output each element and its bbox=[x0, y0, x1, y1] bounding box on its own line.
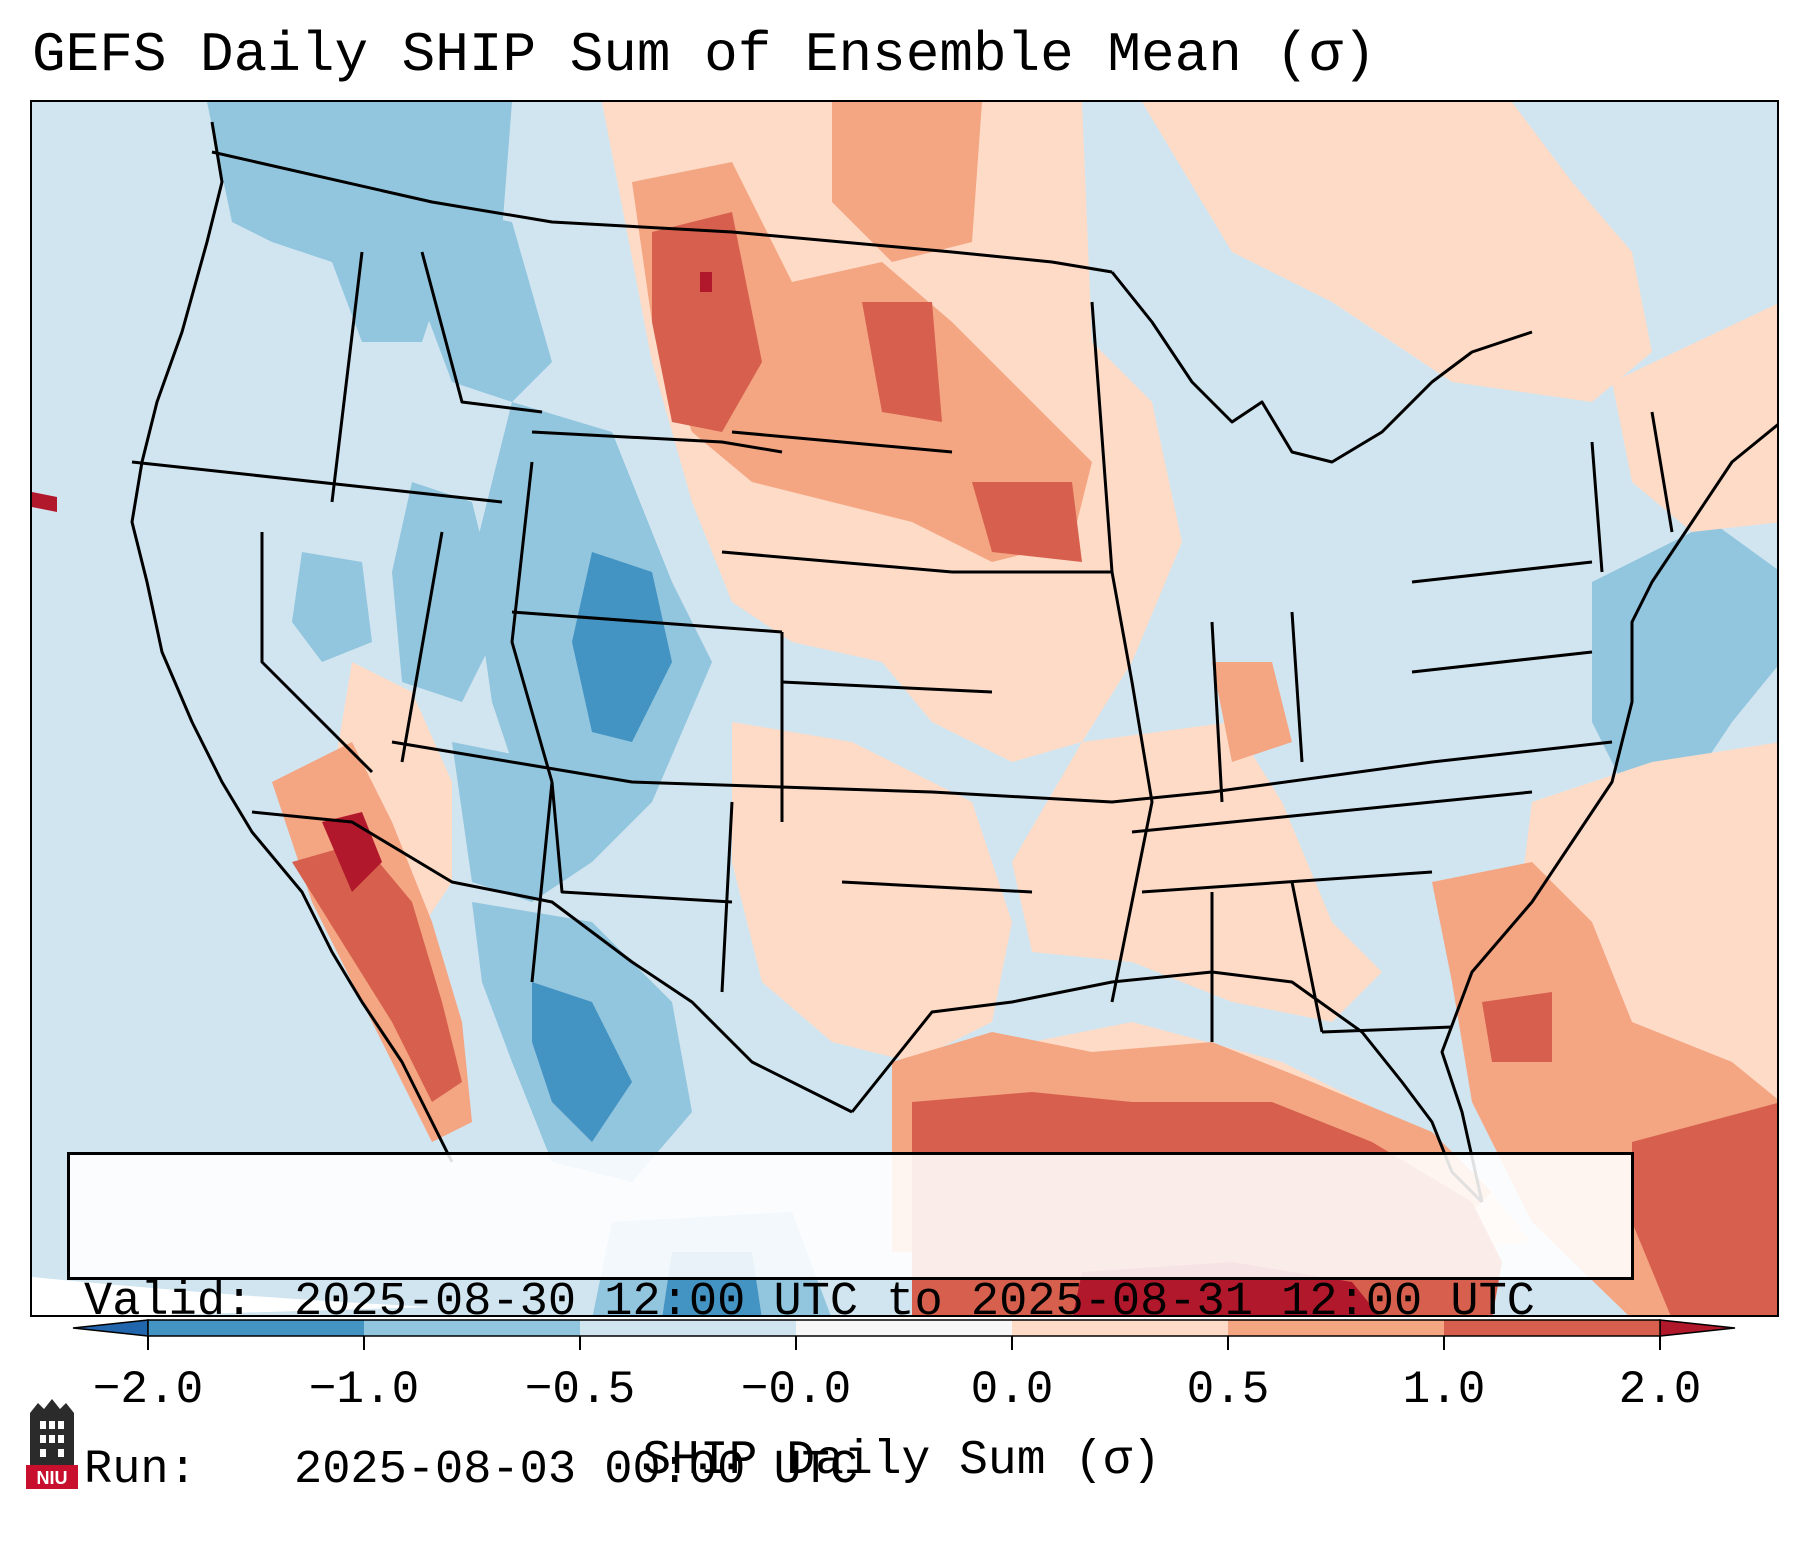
colorbar-swatch bbox=[364, 1320, 581, 1336]
region-northeast-light bbox=[1142, 102, 1652, 402]
region-mexico-core bbox=[532, 982, 632, 1142]
state-line-in-oh bbox=[1290, 611, 1304, 763]
colorbar-swatches bbox=[72, 1319, 1736, 1337]
region-dakota-strong bbox=[652, 212, 762, 432]
region-florida-strong bbox=[1482, 992, 1552, 1062]
tick-label: 0.5 bbox=[1186, 1364, 1270, 1416]
tick-label: −0.5 bbox=[524, 1364, 636, 1416]
gulf-coastline bbox=[850, 970, 1484, 1204]
region-dakota-extreme bbox=[700, 272, 712, 292]
region-utah-blue bbox=[392, 482, 502, 702]
region-colorado-core bbox=[572, 552, 672, 742]
state-line-tn-south bbox=[1141, 870, 1433, 894]
political-boundaries bbox=[130, 121, 1777, 1204]
state-line-nd-sd bbox=[731, 430, 953, 454]
niu-logo: NIU bbox=[26, 1399, 78, 1489]
tick-label: −0.0 bbox=[740, 1364, 852, 1416]
tick-label: −2.0 bbox=[92, 1364, 204, 1416]
map-panel bbox=[30, 100, 1779, 1317]
canada-border bbox=[211, 150, 1113, 274]
logo-tower-icon bbox=[30, 1399, 74, 1465]
region-nevada-blue bbox=[292, 552, 372, 662]
run-label: Run: bbox=[84, 1444, 197, 1497]
region-southeast-light bbox=[1012, 722, 1382, 1022]
colorbar-frame bbox=[147, 1319, 1661, 1337]
logo-text: NIU bbox=[37, 1468, 68, 1488]
atlantic-coastline bbox=[1440, 423, 1777, 1203]
state-line-ca-nv bbox=[260, 532, 374, 774]
state-line-al-ga bbox=[1290, 881, 1324, 1033]
validity-info-box: Valid: 2025-08-30 12:00 UTC to 2025-08-31… bbox=[67, 1152, 1634, 1497]
state-line-tn-north bbox=[1131, 790, 1533, 834]
region-hawaii-tip bbox=[32, 492, 57, 512]
anomaly-field bbox=[32, 102, 1777, 1315]
region-northdakota-strong bbox=[862, 302, 942, 422]
colorbar-swatch bbox=[796, 1320, 1013, 1336]
state-line-nw-1 bbox=[131, 460, 503, 504]
region-texas-light bbox=[732, 722, 1012, 1062]
region-socal-strong bbox=[292, 842, 462, 1102]
region-arizona-blue bbox=[452, 742, 592, 902]
state-line-ny-vt bbox=[1590, 441, 1604, 573]
region-east-coast-light bbox=[1612, 303, 1777, 532]
state-line-id-mt bbox=[420, 251, 543, 414]
region-southwest-light bbox=[332, 662, 452, 942]
colorbar-swatch bbox=[1444, 1320, 1661, 1336]
colorbar-label: SHIP Daily Sum (σ) bbox=[642, 1434, 1161, 1488]
state-line-nw-2 bbox=[330, 251, 364, 503]
state-line-pa-south bbox=[1411, 650, 1593, 674]
tick-label: 2.0 bbox=[1618, 1364, 1702, 1416]
state-line-wy-south bbox=[511, 610, 783, 634]
state-line-ga-fl bbox=[1321, 1025, 1453, 1034]
state-line-wy-north bbox=[531, 430, 783, 454]
outside-domain bbox=[32, 1277, 432, 1315]
region-indiana-medium bbox=[1212, 662, 1292, 762]
tick-label: −1.0 bbox=[308, 1364, 420, 1416]
anomaly-map bbox=[32, 102, 1777, 1315]
colorbar-over-extension bbox=[1659, 1319, 1736, 1337]
great-lakes-outline bbox=[1110, 271, 1533, 464]
state-line-40n bbox=[391, 740, 1613, 804]
state-line-mississippi bbox=[1090, 301, 1154, 1003]
region-atlantic-blue bbox=[1592, 522, 1777, 802]
state-line-ok-tx bbox=[841, 880, 1033, 894]
colorbar-swatch bbox=[580, 1320, 797, 1336]
state-line-ut-co bbox=[510, 461, 554, 783]
mexico-border bbox=[251, 810, 853, 1114]
tick-label: 0.0 bbox=[970, 1364, 1054, 1416]
colorbar-swatch bbox=[148, 1320, 365, 1336]
state-line-sd-ne bbox=[721, 550, 953, 574]
state-line-il-in bbox=[1210, 621, 1224, 803]
region-dakotas-medium bbox=[632, 162, 1092, 562]
state-line-ne-states bbox=[1650, 411, 1674, 533]
state-line-pa-ny bbox=[1411, 560, 1593, 584]
pacific-coastline bbox=[130, 121, 454, 1163]
colorbar-under-extension bbox=[72, 1319, 149, 1337]
run-value: 2025-08-03 00:00 UTC bbox=[294, 1444, 859, 1497]
colorbar-tickmarks bbox=[147, 1336, 1661, 1350]
run-row: Run: 2025-08-03 00:00 UTC bbox=[84, 1443, 1631, 1499]
logo-windows bbox=[40, 1421, 64, 1457]
colorbar-swatch bbox=[1012, 1320, 1229, 1336]
colorbar bbox=[72, 1319, 1736, 1350]
chart-title: GEFS Daily SHIP Sum of Ensemble Mean (σ) bbox=[32, 23, 1377, 87]
tick-label: 1.0 bbox=[1402, 1364, 1486, 1416]
state-line-az-nm bbox=[530, 781, 554, 983]
state-line-37n bbox=[550, 781, 733, 904]
state-line-ne-ks bbox=[781, 680, 993, 694]
colorbar-swatch bbox=[1228, 1320, 1445, 1336]
state-line-nv-ut bbox=[400, 531, 444, 763]
region-montana-blue bbox=[412, 202, 552, 402]
region-minnesota-strong bbox=[972, 482, 1082, 562]
region-caribbean-strong bbox=[1632, 1103, 1777, 1315]
region-northplains-top bbox=[832, 102, 982, 262]
state-line-nm-tx bbox=[720, 801, 734, 993]
